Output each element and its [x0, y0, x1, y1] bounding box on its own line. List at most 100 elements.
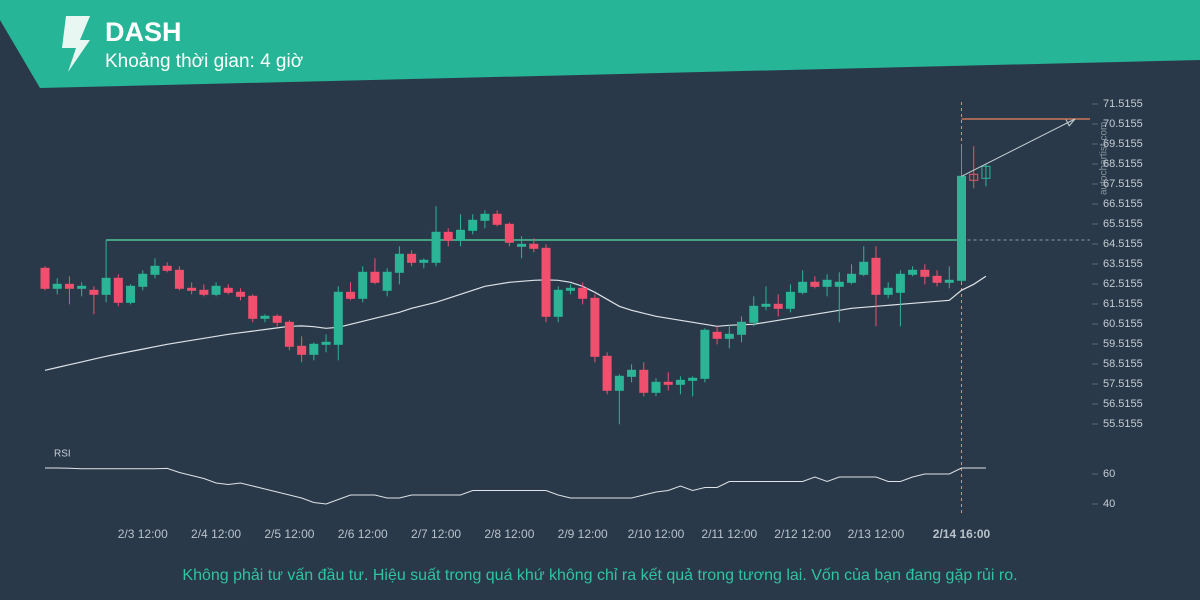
candle-body: [52, 283, 62, 289]
candle-body: [150, 265, 160, 275]
x-tick-label: 2/10 12:00: [628, 527, 685, 541]
candle-body: [908, 269, 918, 275]
candle-body: [297, 345, 307, 355]
disclaimer: Không phải tư vấn đầu tư. Hiệu suất tron…: [182, 567, 1017, 584]
x-tick-label: 2/13 12:00: [848, 527, 905, 541]
candle-body: [504, 223, 514, 243]
candle-body: [284, 321, 294, 347]
candle-body: [761, 303, 771, 307]
forecast-arrow: [961, 118, 1076, 177]
candle-body: [138, 273, 148, 287]
candle-body: [431, 231, 441, 263]
candle-body: [101, 277, 111, 295]
candle-body: [834, 281, 844, 287]
y-tick-label: 69.5155: [1103, 138, 1143, 150]
candle-body: [223, 287, 233, 293]
candle-body: [969, 173, 979, 181]
rsi-label: RSI: [54, 449, 71, 460]
candle-body: [248, 295, 258, 319]
x-tick-label: 2/9 12:00: [558, 527, 608, 541]
candle-body: [651, 381, 661, 393]
y-tick-label: 70.5155: [1103, 118, 1143, 130]
candle-body: [346, 291, 355, 299]
candle-body: [773, 303, 783, 309]
candle-body: [688, 377, 698, 381]
candle-body: [162, 265, 172, 271]
candle-body: [370, 271, 380, 283]
candle-body: [602, 355, 612, 391]
candle-body: [859, 261, 869, 275]
x-tick-label: 2/5 12:00: [264, 527, 314, 541]
candle-body: [895, 273, 905, 293]
candle-body: [199, 289, 209, 295]
x-tick-label: 2/6 12:00: [338, 527, 388, 541]
candle-body: [675, 379, 685, 385]
candle-body: [492, 213, 502, 225]
y-tick-label: 55.5155: [1103, 418, 1143, 430]
candle-body: [822, 279, 832, 287]
y-tick-label: 63.5155: [1103, 258, 1143, 270]
candle-body: [981, 165, 991, 179]
logo: [62, 16, 90, 72]
rsi-tick-label: 40: [1103, 498, 1115, 510]
candle-body: [785, 291, 795, 309]
candle-body: [737, 321, 747, 335]
candle-body: [798, 281, 808, 293]
x-tick-label: 2/14 16:00: [933, 527, 991, 541]
candle-body: [932, 275, 942, 283]
x-tick-label: 2/7 12:00: [411, 527, 461, 541]
candle-body: [700, 329, 710, 379]
candle-body: [236, 291, 246, 297]
x-tick-label: 2/4 12:00: [191, 527, 241, 541]
candle-body: [394, 253, 404, 273]
y-tick-label: 64.5155: [1103, 238, 1143, 250]
candle-body: [40, 267, 50, 289]
candle-body: [260, 315, 270, 319]
candle-body: [407, 253, 417, 263]
candle-body: [517, 243, 527, 247]
title: DASH: [105, 17, 182, 47]
subtitle: Khoảng thời gian: 4 giờ: [105, 51, 303, 72]
candle-body: [480, 213, 490, 221]
candle-body: [541, 247, 551, 317]
candle-body: [187, 287, 197, 291]
candle-body: [64, 283, 74, 289]
y-tick-label: 62.5155: [1103, 278, 1143, 290]
candle-body: [847, 273, 857, 283]
candle-body: [419, 259, 429, 263]
candle-body: [565, 287, 575, 291]
header-banner: [0, 0, 1200, 88]
candle-body: [529, 243, 539, 249]
plot: 55.5155 56.5155 57.5155 58.5155 59.5155 60.51…: [40, 98, 1143, 541]
y-tick-label: 58.5155: [1103, 358, 1143, 370]
y-tick-label: 59.5155: [1103, 338, 1143, 350]
candle-body: [578, 287, 588, 299]
candle-body: [614, 375, 624, 391]
candle-body: [920, 269, 930, 277]
y-tick-label: 67.5155: [1103, 178, 1143, 190]
candle-body: [272, 315, 282, 323]
y-tick-label: 57.5155: [1103, 378, 1143, 390]
candle-body: [883, 287, 893, 295]
moving-average: [44, 275, 987, 371]
candle-body: [113, 277, 123, 303]
y-tick-label: 65.5155: [1103, 218, 1143, 230]
candle-body: [358, 271, 368, 299]
candle-body: [443, 231, 453, 241]
x-tick-label: 2/11 12:00: [701, 527, 757, 541]
x-tick-label: 2/3 12:00: [118, 527, 168, 541]
y-tick-label: 71.5155: [1103, 98, 1143, 110]
y-tick-label: 68.5155: [1103, 158, 1143, 170]
candle-body: [724, 333, 734, 339]
y-tick-label: 60.5155: [1103, 318, 1143, 330]
candle-body: [871, 257, 881, 295]
candle-body: [749, 305, 759, 323]
candle-body: [126, 285, 136, 303]
logo-shape: [62, 16, 90, 72]
candle-body: [455, 229, 465, 241]
candle-body: [309, 343, 319, 355]
candle-body: [663, 381, 673, 385]
candle-body: [174, 269, 184, 289]
candle-body: [553, 289, 563, 317]
